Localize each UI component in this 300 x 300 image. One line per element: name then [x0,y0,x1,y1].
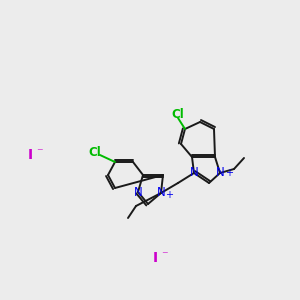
Text: +: + [225,168,233,178]
Text: N: N [134,185,142,199]
Text: +: + [165,190,173,200]
Text: N: N [190,167,198,179]
Text: I: I [27,148,33,162]
Text: ⁻: ⁻ [36,146,42,160]
Text: Cl: Cl [172,107,184,121]
Text: ⁻: ⁻ [161,250,167,262]
Text: Cl: Cl [88,146,101,158]
Text: N: N [157,187,165,200]
Text: N: N [216,167,224,179]
Text: I: I [152,251,158,265]
